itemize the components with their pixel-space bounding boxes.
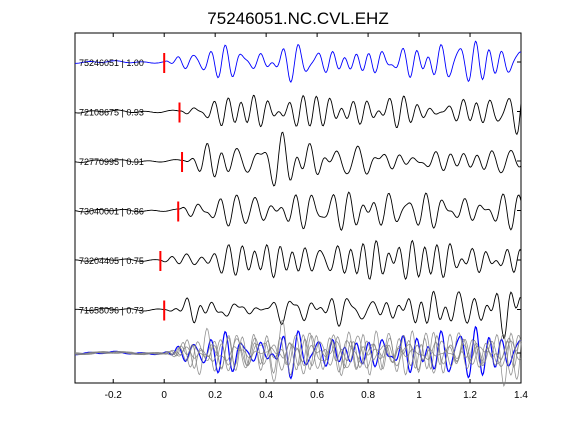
x-tick-label: -0.2 [105,390,123,401]
trace-label: 73204405 | 0.75 [79,256,144,266]
x-tick-label: 1 [416,390,422,401]
x-tick-label: 1.2 [463,390,477,401]
x-tick-label: 1.4 [514,390,528,401]
x-tick-label: 0.8 [361,390,375,401]
x-tick-label: 0.4 [259,390,273,401]
plot-frame [74,32,522,384]
chart-title: 75246051.NC.CVL.EHZ [207,9,388,28]
waveform-trace [74,290,521,340]
waveform-trace [74,239,522,280]
trace-label: 71658096 | 0.73 [79,306,144,316]
waveform-trace [74,131,522,187]
x-tick-label: 0.6 [310,390,324,401]
traces-group: 75246051 | 1.00 72108675 | 0.93 72770995 |… [74,40,522,340]
trace-label: 72108675 | 0.93 [79,108,144,118]
x-tick-label: 0 [161,390,167,401]
trace-label: 75246051 | 1.00 [79,58,144,68]
x-axis: -0.2 0 0.2 0.4 0.6 0.8 1 1.2 1.4 [105,33,528,401]
waveform-trace [74,94,522,136]
trace-label: 72770995 | 0.91 [79,157,144,167]
stacked-overlay [74,319,522,388]
stack-trace [75,331,521,388]
x-tick-label: 0.2 [208,390,222,401]
waveform-trace [74,191,522,231]
waveform-trace [75,40,522,83]
trace-label: 73040001 | 0.86 [79,207,144,217]
